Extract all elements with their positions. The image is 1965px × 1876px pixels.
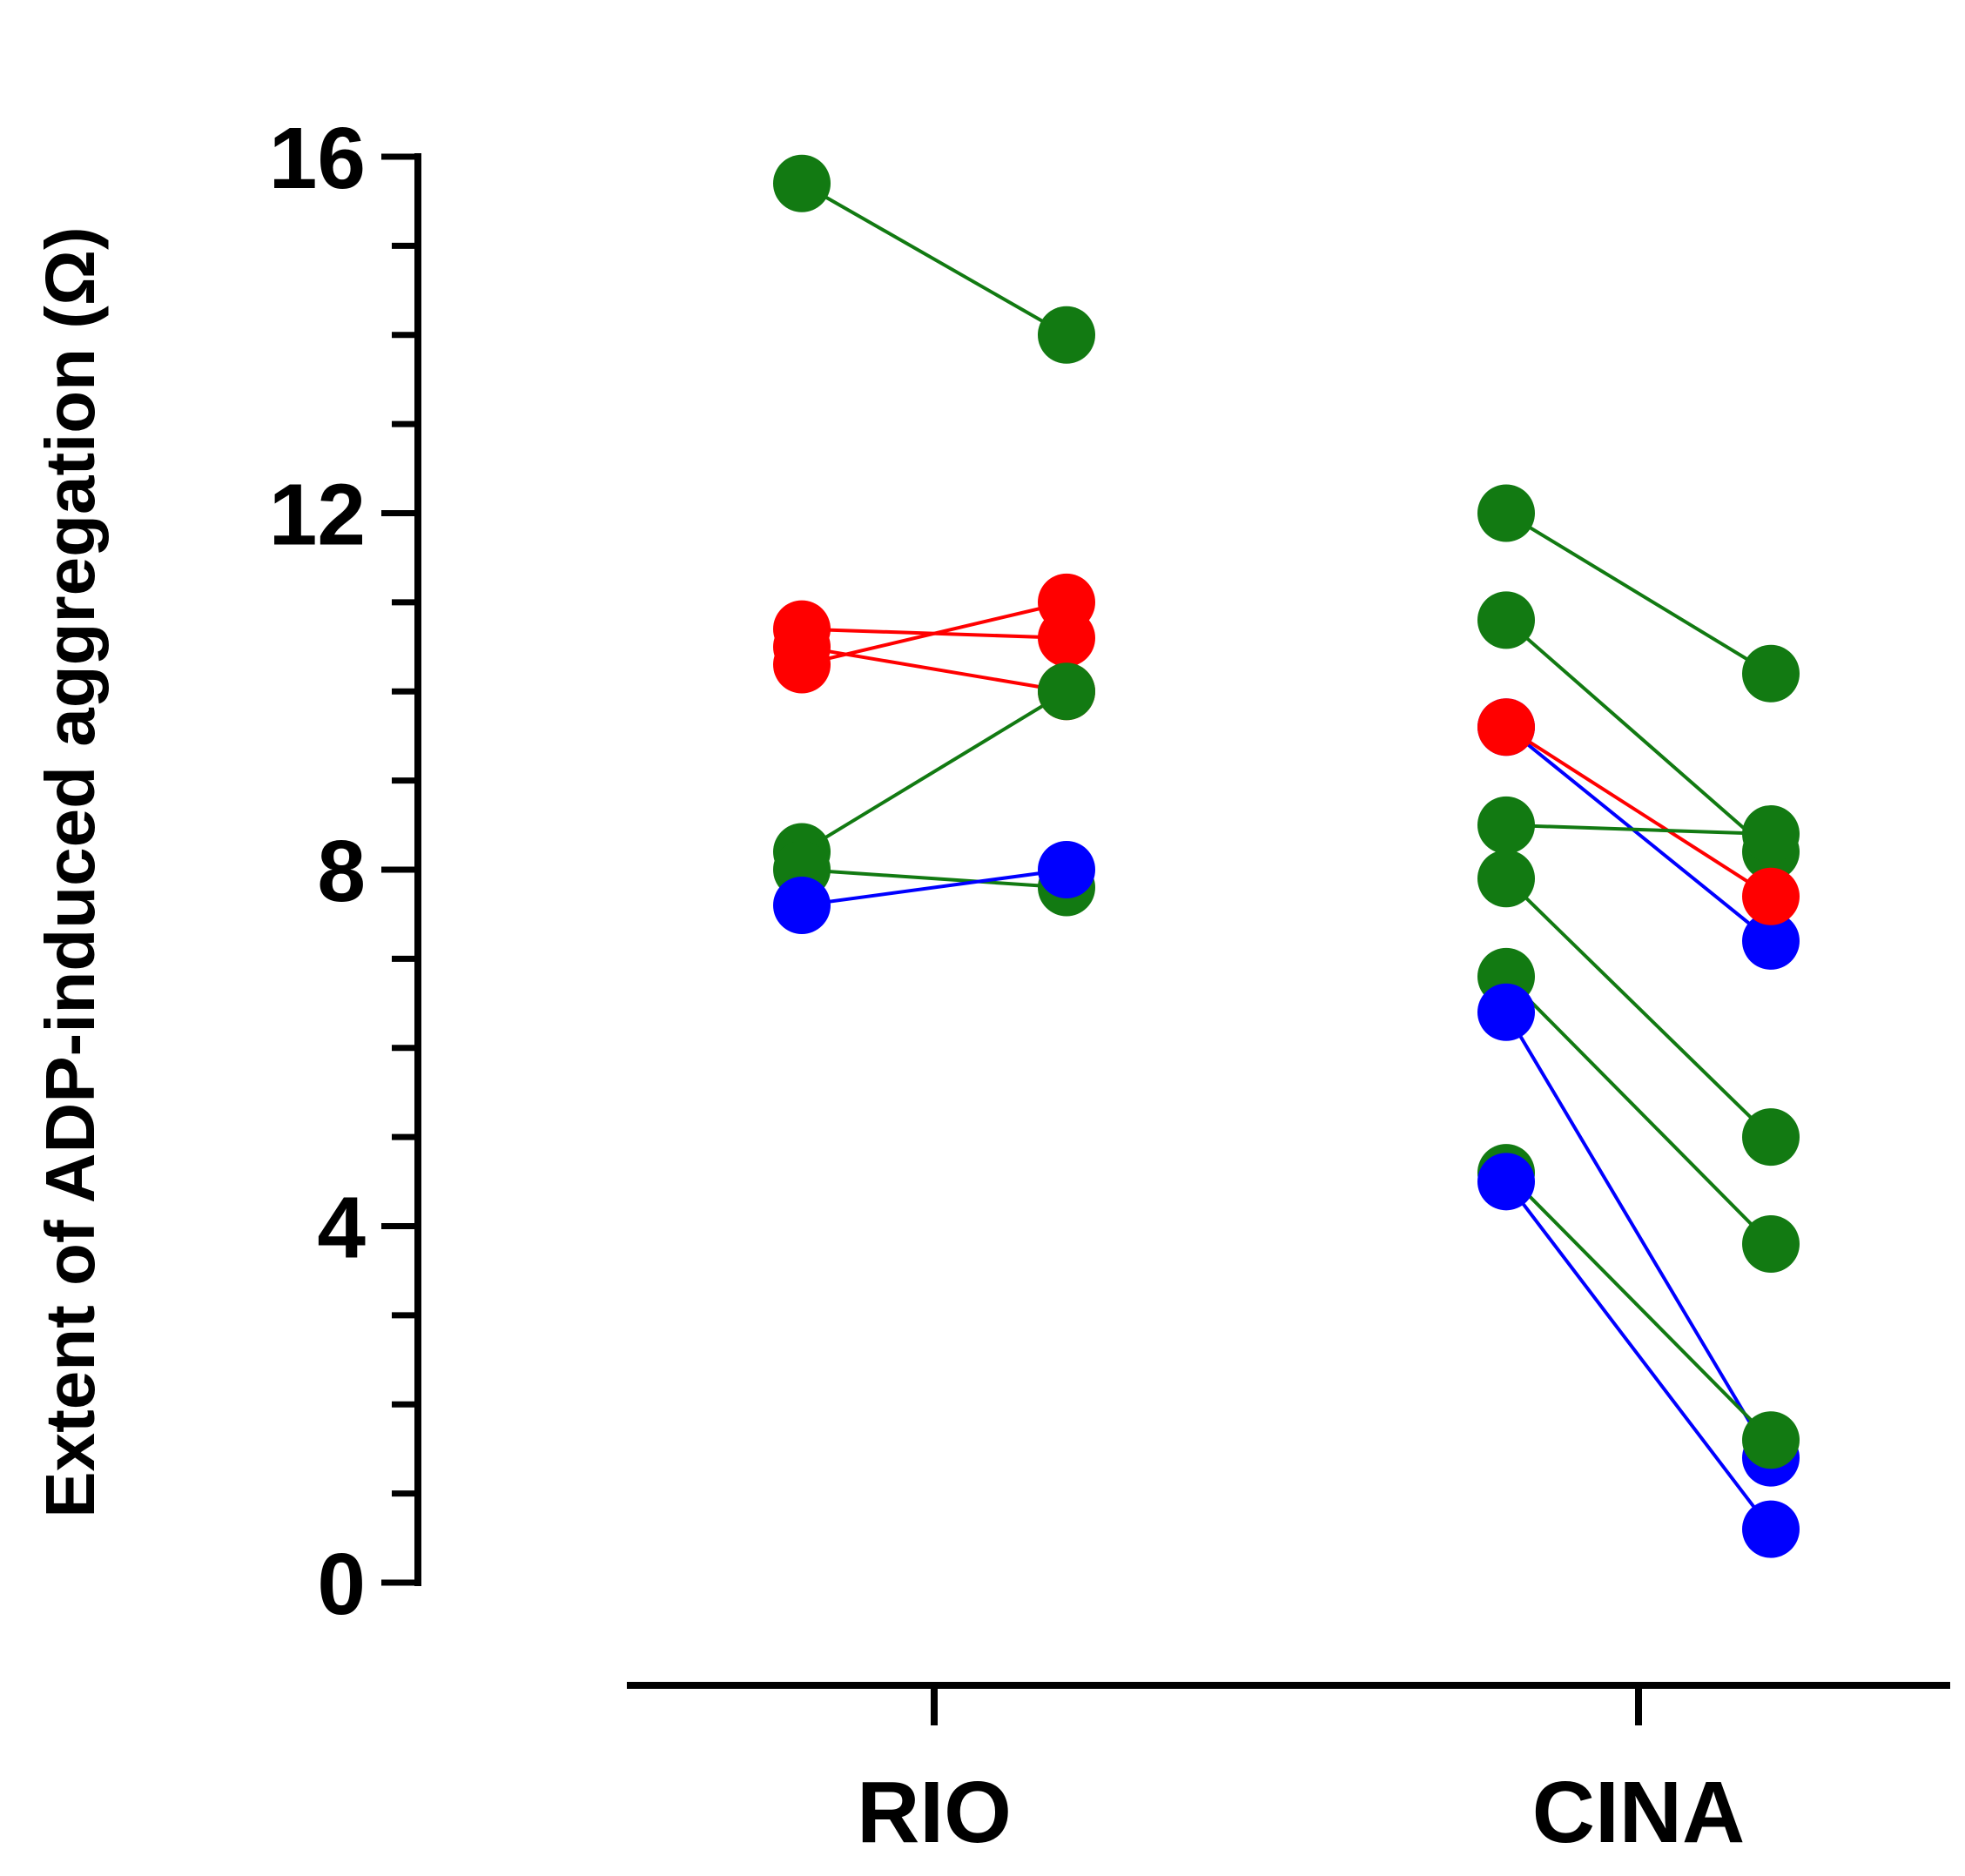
x-tick-labels: RIO CINA: [857, 1764, 1745, 1861]
y-tick-label: 0: [317, 1536, 366, 1633]
pair-line-8: [1504, 511, 1773, 676]
y-ticks: [381, 153, 418, 1586]
pair-line-13: [1504, 877, 1773, 1139]
pair-line-9: [1504, 618, 1773, 854]
point-rio-before-7: [773, 876, 831, 934]
point-cina-after-13: [1742, 1108, 1800, 1167]
point-cina-before-9: [1477, 591, 1535, 649]
point-rio-before-1: [773, 154, 831, 212]
pair-line-10: [1504, 725, 1773, 943]
point-cina-before-17: [1477, 1153, 1535, 1211]
y-tick-label: 16: [269, 110, 366, 207]
pair-line-7: [801, 868, 1067, 907]
pair-line-14: [1504, 975, 1773, 1246]
point-cina-after-14: [1742, 1214, 1800, 1273]
x-ticks: [931, 1685, 1642, 1725]
point-rio-after-3: [1038, 573, 1095, 631]
point-cina-after-8: [1742, 644, 1800, 703]
point-cina-before-11: [1477, 698, 1535, 756]
point-rio-before-4: [773, 618, 831, 676]
pair-line-15: [1504, 1011, 1773, 1459]
y-tick-label: 4: [317, 1180, 366, 1277]
pair-line-5: [800, 689, 1068, 854]
point-cina-after-11: [1742, 867, 1800, 925]
point-cina-before-8: [1477, 484, 1535, 542]
pair-line-11: [1504, 725, 1773, 898]
pair-line-4: [801, 645, 1067, 694]
y-tick-label: 12: [269, 467, 366, 564]
pair-line-16: [1504, 1171, 1773, 1442]
point-rio-after-7: [1038, 841, 1095, 898]
x-tick-label-rio: RIO: [857, 1764, 1012, 1861]
x-tick-label-cina: CINA: [1532, 1764, 1745, 1861]
pair-line-6: [801, 868, 1067, 890]
pair-line-1: [801, 181, 1067, 337]
y-axis-title: Extent of ADP-induced aggregation (Ω): [31, 226, 109, 1517]
point-cina-after-16: [1742, 1411, 1800, 1469]
pair-line-17: [1504, 1180, 1773, 1530]
point-cina-before-12: [1477, 796, 1535, 854]
data-points: [773, 154, 1800, 1558]
point-cina-before-13: [1477, 850, 1535, 908]
pair-line-12: [1505, 823, 1772, 837]
y-tick-label: 8: [317, 823, 366, 920]
point-cina-after-17: [1742, 1500, 1800, 1558]
y-tick-labels: 0 4 8 12 16: [269, 110, 367, 1633]
point-cina-before-15: [1477, 983, 1535, 1041]
point-rio-after-5: [1038, 662, 1095, 721]
point-rio-after-1: [1038, 306, 1095, 364]
point-cina-after-12: [1742, 805, 1800, 864]
point-cina-after-10: [1742, 911, 1800, 970]
pair-lines: [800, 181, 1773, 1530]
